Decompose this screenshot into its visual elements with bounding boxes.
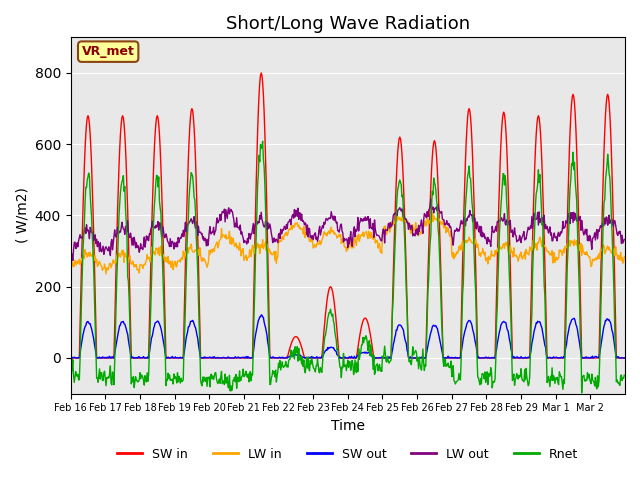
SW in <box>620 355 628 361</box>
Line: SW in: SW in <box>70 73 624 358</box>
Y-axis label: ( W/m2): ( W/m2) <box>15 188 29 243</box>
Rnet <box>436 271 444 277</box>
Rnet <box>283 364 291 370</box>
SW out <box>257 312 265 318</box>
SW in <box>67 355 74 361</box>
Rnet <box>405 359 413 365</box>
LW out <box>69 258 77 264</box>
SW in <box>405 355 413 361</box>
SW in <box>257 70 265 76</box>
Line: LW out: LW out <box>70 199 624 261</box>
Rnet <box>132 374 140 380</box>
SW out <box>67 355 74 361</box>
X-axis label: Time: Time <box>331 419 365 433</box>
Line: SW out: SW out <box>70 315 624 358</box>
LW in <box>437 221 445 227</box>
LW in <box>67 263 74 269</box>
LW out <box>234 225 242 230</box>
LW in <box>132 262 140 267</box>
SW out <box>436 339 444 345</box>
LW out <box>132 240 140 245</box>
LW out <box>620 237 628 242</box>
Rnet <box>620 372 628 378</box>
SW in <box>132 355 140 361</box>
LW out <box>67 246 74 252</box>
SW out <box>283 354 291 360</box>
SW out <box>234 355 241 360</box>
Line: Rnet: Rnet <box>70 141 624 393</box>
Rnet <box>578 390 586 396</box>
SW out <box>132 355 140 361</box>
SW out <box>405 355 413 361</box>
Text: VR_met: VR_met <box>82 45 134 58</box>
LW in <box>262 239 269 245</box>
LW out <box>262 218 269 224</box>
LW in <box>234 244 242 250</box>
SW in <box>436 246 444 252</box>
Line: LW in: LW in <box>70 212 624 274</box>
LW in <box>428 209 436 215</box>
Rnet <box>259 138 266 144</box>
SW out <box>262 324 269 330</box>
LW in <box>283 229 291 235</box>
Rnet <box>67 372 74 377</box>
LW out <box>427 196 435 202</box>
Rnet <box>262 204 269 210</box>
LW in <box>102 271 110 277</box>
LW out <box>437 210 445 216</box>
SW in <box>262 154 269 159</box>
LW in <box>405 224 413 230</box>
LW in <box>620 254 628 260</box>
Rnet <box>234 374 241 380</box>
Legend: SW in, LW in, SW out, LW out, Rnet: SW in, LW in, SW out, LW out, Rnet <box>113 443 583 466</box>
SW in <box>234 355 241 361</box>
SW out <box>620 355 628 361</box>
Title: Short/Long Wave Radiation: Short/Long Wave Radiation <box>226 15 470 33</box>
SW in <box>283 355 291 361</box>
LW out <box>405 220 413 226</box>
LW out <box>283 222 291 228</box>
